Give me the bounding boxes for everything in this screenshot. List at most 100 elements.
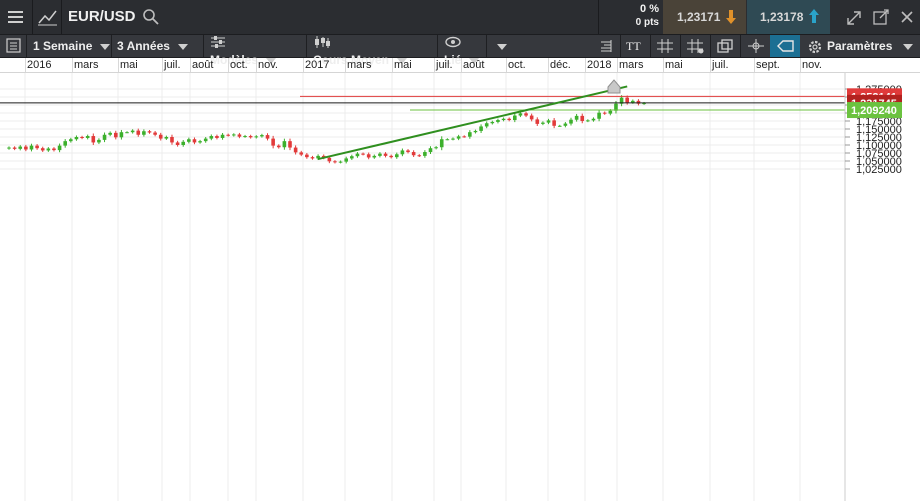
expand-button[interactable] xyxy=(842,0,866,34)
candle-body xyxy=(46,148,51,151)
candle-body xyxy=(456,136,461,139)
price-type-dropdown[interactable]: Cours Moyen xyxy=(313,35,408,67)
sell-button[interactable]: 1,23171 xyxy=(663,0,746,34)
interval-dropdown[interactable]: 1 Semaine xyxy=(33,35,111,57)
popout-button[interactable] xyxy=(869,0,893,34)
settings-button[interactable]: Paramètres xyxy=(803,37,915,55)
candle-body xyxy=(142,131,146,135)
timeline-tick xyxy=(25,58,26,72)
copy-icon xyxy=(717,39,733,53)
models-dropdown[interactable]: Modèles xyxy=(210,35,277,67)
text-tool-button[interactable]: TT xyxy=(626,39,641,53)
scroll-marker-icon[interactable] xyxy=(607,79,621,94)
candle-body xyxy=(529,115,534,120)
search-icon xyxy=(143,9,159,25)
crosshair-button[interactable] xyxy=(745,37,767,55)
candle-body xyxy=(164,137,169,139)
candle-body xyxy=(192,139,197,143)
timeline-label: oct. xyxy=(230,59,248,71)
crosshair-grid-button[interactable] xyxy=(684,37,706,55)
hamburger-icon xyxy=(8,11,23,23)
candle-body xyxy=(310,157,315,159)
timeline-tick xyxy=(663,58,664,72)
divider xyxy=(710,35,711,57)
divider xyxy=(680,35,681,57)
chart-type-button[interactable] xyxy=(33,0,61,34)
timeline-tick xyxy=(162,58,163,72)
candle-body xyxy=(203,138,208,142)
timeline-label: 2016 xyxy=(27,59,52,71)
timeline-label: mai xyxy=(120,59,138,71)
instrument-title[interactable]: EUR/USD xyxy=(68,8,136,25)
buy-button[interactable]: 1,23178 xyxy=(747,0,830,34)
candle-body xyxy=(147,131,152,133)
price-chart[interactable]: 1,2750001,2500001,2250001,2000001,175000… xyxy=(0,73,920,501)
divider xyxy=(486,35,487,57)
candle-body xyxy=(74,137,79,140)
candle-body xyxy=(338,161,343,163)
candle-body xyxy=(232,134,236,136)
candle-body xyxy=(563,123,568,126)
timeline-tick xyxy=(303,58,304,72)
candle-body xyxy=(439,139,444,148)
chevron-down-icon xyxy=(469,57,480,64)
candle-body xyxy=(608,110,613,114)
candle-body xyxy=(619,97,624,104)
candle-body xyxy=(507,118,511,121)
candle-body xyxy=(574,115,579,120)
candle-body xyxy=(586,120,590,122)
price-marker-label: 1,209240 xyxy=(851,105,897,117)
tag-button[interactable] xyxy=(770,35,800,57)
candle-body xyxy=(434,147,438,149)
timeline-tick xyxy=(118,58,119,72)
candles-icon xyxy=(315,36,330,48)
drawing-list-icon xyxy=(601,40,612,52)
timeline-tick xyxy=(754,58,755,72)
popout-icon xyxy=(873,9,889,25)
candle-body xyxy=(80,137,84,138)
copy-button[interactable] xyxy=(714,37,736,55)
chevron-down-icon xyxy=(397,57,408,64)
candle-body xyxy=(305,154,309,158)
search-button[interactable] xyxy=(140,0,162,34)
candle-body xyxy=(389,155,393,158)
timeline-label: 2017 xyxy=(305,59,330,71)
extra-dropdown[interactable] xyxy=(489,35,507,57)
candle-body xyxy=(501,118,506,121)
price-type-label: Cours Moyen xyxy=(313,53,390,67)
y-tick-label: 1,150000 xyxy=(856,124,902,136)
timeline-label: déc. xyxy=(550,59,571,71)
grid-button[interactable] xyxy=(654,37,676,55)
range-dropdown[interactable]: 3 Années xyxy=(117,35,188,57)
trendline[interactable] xyxy=(317,85,628,161)
timeline-label: mars xyxy=(74,59,99,71)
candles xyxy=(7,95,646,164)
candle-body xyxy=(423,152,427,156)
candle-body xyxy=(400,150,405,155)
menu-button[interactable] xyxy=(0,0,32,34)
candle-body xyxy=(18,146,23,149)
change-percent: 0 % xyxy=(640,3,659,15)
chevron-down-icon xyxy=(177,43,188,50)
candle-body xyxy=(85,136,90,138)
candle-body xyxy=(187,139,191,142)
divider xyxy=(437,35,438,57)
crosshair-icon xyxy=(748,39,764,53)
list-button[interactable] xyxy=(3,37,25,55)
chart-background xyxy=(0,73,920,501)
candle-body xyxy=(293,147,298,153)
candle-body xyxy=(243,136,247,138)
timeline-tick xyxy=(190,58,191,72)
candle-body xyxy=(170,137,174,143)
drawing-list-button[interactable] xyxy=(595,37,617,55)
close-button[interactable] xyxy=(895,0,919,34)
candle-body xyxy=(496,120,500,122)
candle-body xyxy=(468,132,472,137)
candle-body xyxy=(462,136,467,138)
candle-body xyxy=(215,136,219,138)
linked-dropdown[interactable]: Lié xyxy=(444,35,480,67)
timeline-tick xyxy=(710,58,711,72)
candle-body xyxy=(40,148,45,151)
candle-body xyxy=(513,115,517,121)
candle-body xyxy=(316,155,320,159)
